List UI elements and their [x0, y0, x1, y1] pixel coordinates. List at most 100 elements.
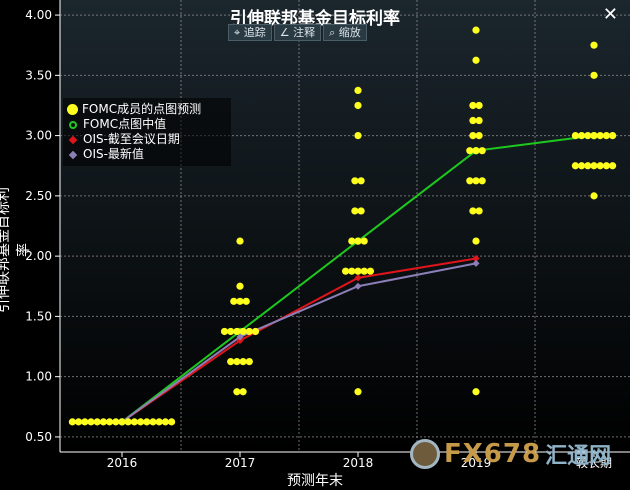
y-tick-label: 2.00 — [25, 249, 52, 263]
watermark-logo-icon — [410, 439, 440, 469]
fomc-dot — [475, 207, 483, 215]
fomc-dot — [230, 297, 238, 305]
fomc-dot — [342, 267, 350, 275]
fomc-dot — [239, 358, 247, 366]
annotate-label: 注释 — [293, 26, 316, 39]
fomc-dot — [478, 177, 486, 185]
series-line-3 — [121, 262, 477, 423]
fomc-dot — [239, 327, 247, 336]
fomc-dot — [366, 267, 374, 275]
crosshair-icon: ⌖ — [234, 26, 241, 39]
fomc-dot — [472, 26, 480, 34]
legend-label-ois-latest: OIS-最新值 — [83, 147, 144, 161]
fomc-dot — [149, 418, 157, 426]
x-tick-label: 2017 — [225, 456, 256, 470]
ois-point — [236, 336, 244, 345]
fomc-dot — [354, 267, 362, 275]
fomc-dot — [348, 237, 356, 245]
fomc-dot — [351, 207, 359, 215]
legend-label-median: FOMC点图中值 — [83, 117, 167, 131]
fomc-dot — [236, 237, 244, 245]
fomc-dot — [81, 418, 89, 426]
fomc-dot — [602, 162, 611, 170]
fomc-dot — [469, 207, 477, 215]
fomc-dot — [596, 132, 604, 140]
annotate-button[interactable]: ∠ 注释 — [273, 24, 322, 41]
plot-area — [60, 0, 630, 452]
fomc-dot — [590, 71, 598, 79]
fomc-dot — [251, 327, 260, 336]
legend-item-ois-meeting: OIS-截至会议日期 — [67, 132, 227, 147]
fomc-dot — [233, 327, 241, 336]
fomc-dot — [220, 327, 229, 336]
y-axis-label: 引伸联邦基金目标利率 — [0, 187, 32, 313]
legend-label-ois-meeting: OIS-截至会议日期 — [83, 132, 180, 146]
x-axis-label: 预测年末 — [287, 473, 343, 489]
fomc-dot — [227, 327, 235, 336]
fomc-dot — [609, 132, 617, 140]
fomc-dot — [584, 162, 592, 170]
fomc-dot — [571, 162, 580, 170]
fomc-dot — [236, 297, 244, 305]
legend-item-dots: FOMC成员的点图预测 — [67, 102, 227, 117]
fomc-dot — [245, 358, 253, 366]
violet-diamond-icon — [68, 150, 78, 159]
fomc-dot — [475, 116, 483, 125]
fomc-dot — [360, 267, 368, 275]
series-line-2 — [121, 257, 477, 423]
fomc-dot — [348, 267, 356, 275]
fomc-dot — [469, 116, 477, 125]
x-tick-label: 较长期 — [576, 455, 612, 470]
fomc-dot — [357, 207, 365, 215]
zoom-button[interactable]: ⌕ 缩放 — [323, 24, 367, 41]
fomc-dot — [590, 192, 598, 200]
fomc-dot — [245, 327, 253, 336]
y-tick-label: 3.00 — [25, 129, 52, 143]
ois-point — [472, 255, 480, 263]
fomc-dot — [571, 132, 580, 140]
fomc-dot — [239, 388, 247, 396]
zoom-label: 缩放 — [338, 26, 361, 39]
y-tick-label: 1.50 — [25, 309, 52, 323]
fomc-dot — [354, 388, 362, 396]
ois-point — [354, 274, 362, 282]
fomc-dot — [354, 101, 362, 110]
fomc-dot — [168, 418, 176, 426]
close-button[interactable]: ✕ — [602, 4, 618, 25]
fomc-dot — [590, 132, 598, 140]
fomc-dot — [93, 418, 101, 426]
fomc-dot — [124, 418, 132, 426]
fomc-dot — [472, 56, 480, 64]
fomc-dot — [75, 418, 83, 426]
chart-legend: FOMC成员的点图预测 FOMC点图中值 OIS-截至会议日期 OIS-最新值 — [63, 98, 231, 166]
fomc-dot — [227, 358, 235, 366]
fomc-dot — [609, 162, 617, 170]
fomc-dot — [466, 147, 474, 155]
fomc-dot — [354, 237, 362, 245]
fomc-dot — [590, 41, 598, 49]
y-tick-label: 2.50 — [25, 189, 52, 203]
fomc-dot — [106, 418, 114, 426]
ois-point — [236, 333, 244, 341]
fomc-dot — [469, 132, 477, 140]
fomc-dot — [143, 418, 151, 426]
chart-toolbar: ⌖ 追踪 ∠ 注释 ⌕ 缩放 — [228, 24, 367, 41]
legend-item-ois-latest: OIS-最新值 — [67, 147, 227, 162]
track-button[interactable]: ⌖ 追踪 — [228, 24, 272, 41]
fomc-dot — [357, 177, 365, 185]
fomc-dot — [137, 418, 145, 426]
y-tick-label: 3.50 — [25, 68, 52, 82]
green-ring-icon — [69, 120, 77, 129]
fomc-dot — [472, 237, 480, 245]
fomc-dot — [590, 162, 598, 170]
fomc-dot — [161, 418, 169, 426]
fomc-dot — [584, 132, 592, 140]
fomc-dot — [478, 147, 486, 155]
fomc-dot — [466, 177, 474, 185]
magnifier-icon: ⌕ — [329, 26, 336, 39]
fomc-dot — [118, 418, 126, 426]
fomc-dot — [472, 388, 480, 396]
watermark-brand: FX678 — [444, 439, 542, 469]
